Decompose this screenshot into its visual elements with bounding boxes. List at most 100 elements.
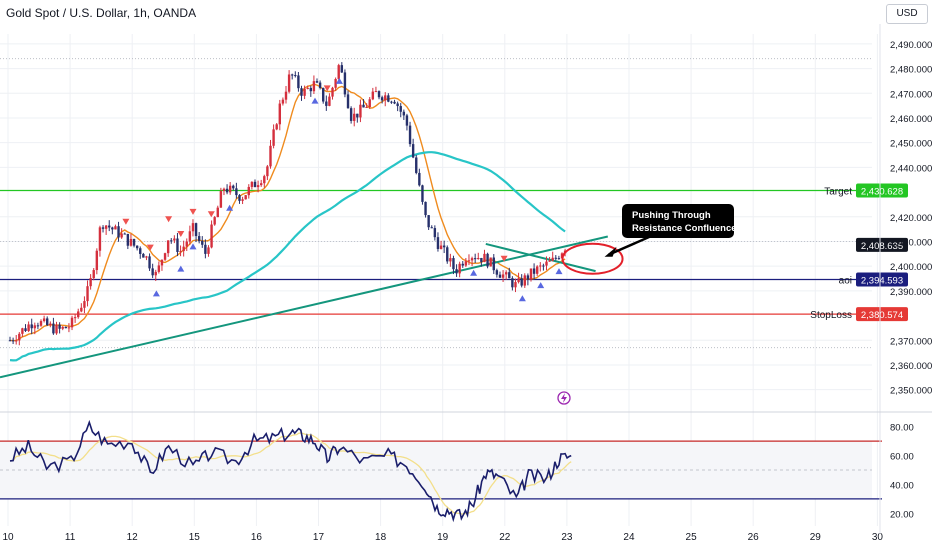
candle-body bbox=[27, 324, 30, 331]
candle-body bbox=[470, 258, 474, 261]
candle-body bbox=[303, 88, 306, 96]
candle-body bbox=[514, 282, 517, 288]
candle-body bbox=[281, 99, 285, 104]
candle-body bbox=[511, 278, 514, 288]
reference-value-badge bbox=[856, 272, 908, 287]
candle-body bbox=[508, 272, 511, 279]
candle-body bbox=[526, 275, 530, 280]
candle-body bbox=[446, 247, 449, 262]
x-tick-label: 11 bbox=[65, 532, 76, 543]
candle-body bbox=[58, 324, 61, 329]
candle-body bbox=[36, 325, 40, 327]
candle-body bbox=[52, 323, 55, 334]
candle-body bbox=[46, 318, 49, 326]
candle-body bbox=[8, 340, 12, 342]
sell-signal-marker bbox=[207, 211, 215, 218]
buy-signal-marker bbox=[537, 282, 545, 289]
currency-button[interactable]: USD bbox=[886, 4, 928, 24]
reference-value-badge bbox=[856, 183, 908, 198]
reference-value-label: 2,394.593 bbox=[861, 276, 903, 287]
y-tick-label: 2,460.000 bbox=[890, 114, 932, 125]
candle-body bbox=[433, 228, 437, 238]
candle-body bbox=[315, 81, 319, 83]
candle-body bbox=[480, 257, 483, 263]
candle-body bbox=[120, 233, 123, 238]
candle-body bbox=[331, 87, 334, 97]
candle-body bbox=[232, 185, 235, 189]
candle-body bbox=[539, 265, 542, 267]
sell-signal-marker bbox=[122, 218, 130, 225]
candle-body bbox=[98, 227, 102, 251]
candle-body bbox=[520, 278, 523, 286]
sell-signal-marker bbox=[189, 208, 197, 215]
candle-body bbox=[154, 271, 157, 276]
sell-signal-marker bbox=[500, 255, 508, 262]
y-tick-label: 2,360.000 bbox=[890, 361, 932, 372]
callout-text-line1: Pushing Through bbox=[632, 210, 711, 221]
candle-body bbox=[86, 286, 89, 302]
candle-body bbox=[408, 125, 412, 145]
candle-body bbox=[163, 253, 167, 260]
candle-body bbox=[132, 238, 136, 246]
candle-body bbox=[269, 145, 272, 167]
sell-signal-marker bbox=[177, 231, 185, 238]
x-tick-label: 15 bbox=[189, 532, 201, 543]
buy-signal-marker bbox=[555, 268, 563, 275]
candle-body bbox=[24, 328, 27, 331]
candle-body bbox=[11, 340, 15, 342]
candle-body bbox=[114, 226, 117, 230]
x-tick-label: 17 bbox=[313, 532, 325, 543]
y-tick-label: 2,420.000 bbox=[890, 213, 932, 224]
sell-signal-marker bbox=[165, 216, 173, 223]
candle-body bbox=[185, 241, 188, 247]
candle-body bbox=[263, 176, 266, 184]
reference-value-badge bbox=[856, 307, 908, 322]
candle-body bbox=[126, 233, 130, 246]
candle-body bbox=[191, 223, 195, 232]
y-tick-label: 2,350.000 bbox=[890, 386, 932, 397]
candle-body bbox=[176, 238, 179, 252]
candle-body bbox=[108, 225, 111, 228]
candle-body bbox=[73, 317, 77, 319]
candle-body bbox=[135, 245, 139, 249]
candle-body bbox=[436, 237, 440, 249]
last-price-label: 2,408.635 bbox=[861, 241, 903, 252]
candle-body bbox=[560, 253, 564, 259]
candle-body bbox=[464, 261, 468, 266]
candle-body bbox=[359, 104, 362, 118]
candle-body bbox=[346, 94, 350, 109]
sell-signal-marker bbox=[323, 85, 331, 92]
x-tick-label: 24 bbox=[623, 532, 635, 543]
reference-label-aoi: aoi bbox=[839, 276, 852, 287]
candle-body bbox=[49, 323, 52, 326]
y-tick-label: 2,370.000 bbox=[890, 336, 932, 347]
candle-body bbox=[235, 188, 238, 196]
candle-body bbox=[241, 199, 244, 201]
candle-body bbox=[340, 65, 344, 73]
reference-value-label: 2,430.628 bbox=[861, 187, 903, 198]
candle-body bbox=[427, 215, 430, 228]
y-tick-label: 2,440.000 bbox=[890, 163, 932, 174]
candle-body bbox=[517, 278, 520, 283]
candle-body bbox=[250, 181, 254, 187]
y-tick-label: 2,400.000 bbox=[890, 262, 932, 273]
buy-signal-marker bbox=[226, 204, 234, 211]
candle-body bbox=[545, 261, 548, 266]
candle-body bbox=[442, 245, 446, 248]
candle-body bbox=[548, 260, 551, 262]
candle-body bbox=[393, 101, 396, 104]
candle-body bbox=[294, 75, 297, 77]
candle-body bbox=[64, 326, 68, 329]
candle-body bbox=[297, 75, 300, 89]
candle-body bbox=[148, 256, 151, 269]
ascending-trendline bbox=[0, 235, 609, 379]
x-tick-label: 19 bbox=[437, 532, 449, 543]
reference-label-stoploss: StopLoss bbox=[810, 310, 852, 321]
candle-body bbox=[207, 247, 210, 254]
buy-signal-marker bbox=[311, 97, 319, 104]
reference-value-label: 2,380.574 bbox=[861, 310, 903, 321]
candle-body bbox=[390, 101, 393, 103]
rsi-tick-label: 20.00 bbox=[890, 509, 914, 520]
